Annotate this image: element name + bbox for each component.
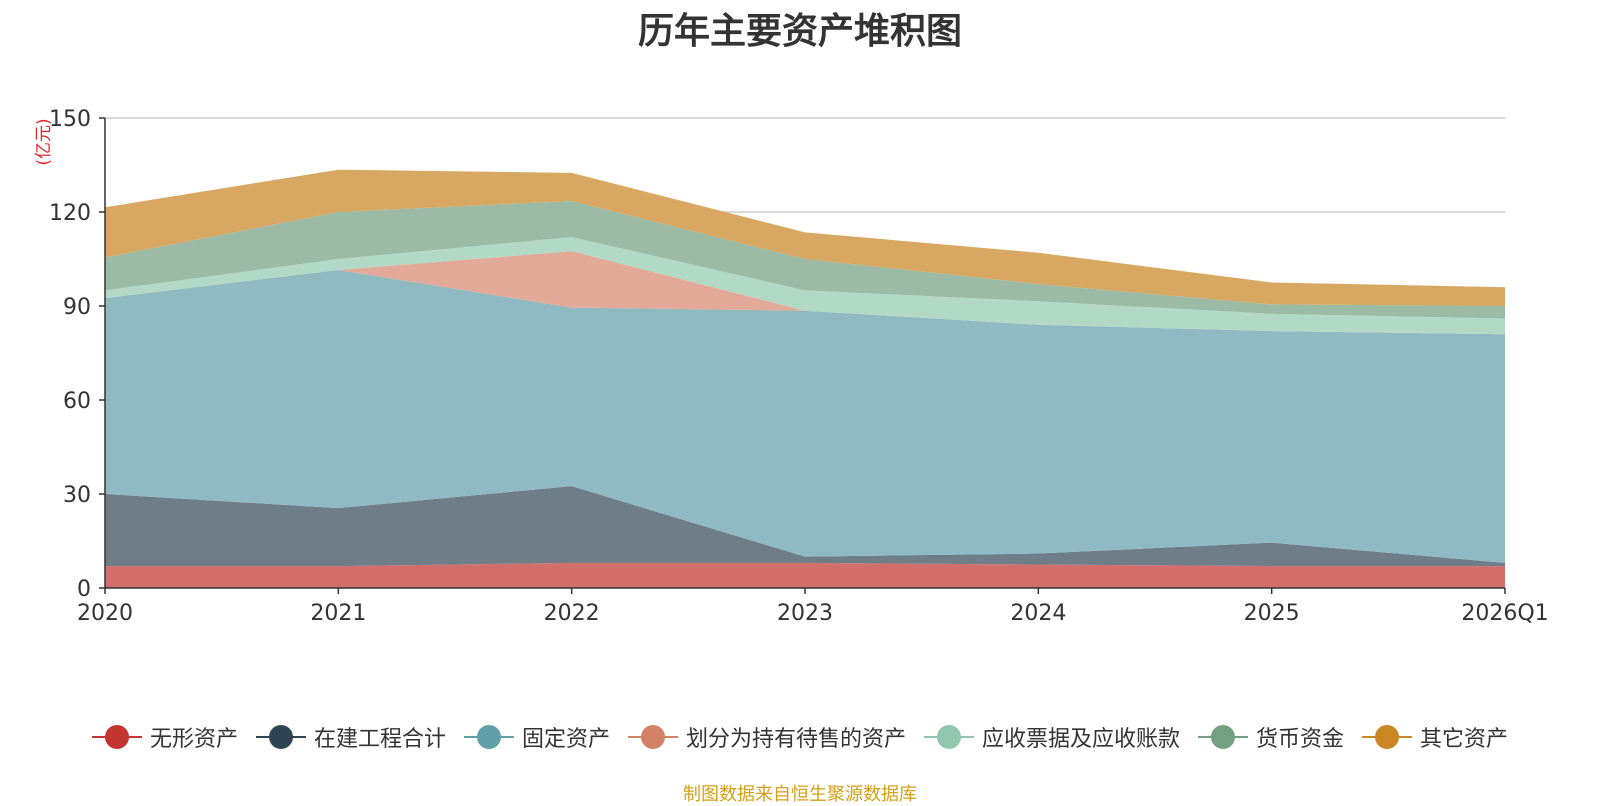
- legend-marker-icon: [1362, 725, 1413, 749]
- x-tick-label: 2025: [1244, 601, 1300, 626]
- source-note: 制图数据来自恒生聚源数据库: [683, 784, 917, 805]
- legend-marker-icon: [1198, 725, 1249, 749]
- y-tick-label: 60: [63, 389, 91, 414]
- legend-item-4[interactable]: 应收票据及应收账款: [924, 721, 1180, 753]
- legend-marker-icon: [924, 725, 974, 749]
- legend-marker-icon: [255, 725, 306, 749]
- area-series-2[interactable]: [105, 269, 1505, 563]
- legend-item-1[interactable]: 在建工程合计: [255, 721, 446, 753]
- legend-label: 固定资产: [521, 727, 610, 752]
- x-tick-label: 2024: [1010, 601, 1066, 626]
- chart-legend: 无形资产 在建工程合计 固定资产 划分为持有待售的资产 应收票据及应收账款 货币资金 其它资…: [0, 719, 1600, 755]
- y-axis-unit-label: (亿元): [34, 118, 54, 165]
- x-tick-label: 2022: [544, 601, 600, 626]
- legend-item-2[interactable]: 固定资产: [463, 721, 610, 753]
- legend-item-0[interactable]: 无形资产: [91, 721, 238, 753]
- area-series-0[interactable]: [105, 562, 1505, 588]
- x-tick-label: 2020: [77, 601, 133, 626]
- area-series-6[interactable]: [105, 169, 1505, 306]
- legend-label: 划分为持有待售的资产: [685, 727, 906, 752]
- area-series-4[interactable]: [105, 237, 1505, 335]
- legend-item-6[interactable]: 其它资产: [1362, 721, 1508, 753]
- y-tick-label: 30: [63, 483, 91, 508]
- legend-marker-icon: [627, 725, 678, 749]
- area-series-3[interactable]: [105, 251, 1505, 335]
- x-tick-label: 2021: [310, 601, 366, 626]
- legend-label: 无形资产: [149, 727, 238, 752]
- legend-label: 货币资金: [1256, 727, 1345, 752]
- legend-label: 其它资产: [1420, 727, 1509, 752]
- y-tick-label: 0: [77, 577, 91, 602]
- y-tick-label: 120: [49, 201, 91, 226]
- legend-marker-icon: [91, 725, 142, 749]
- area-series-1[interactable]: [105, 486, 1505, 567]
- legend-label: 在建工程合计: [313, 727, 446, 752]
- y-tick-label: 150: [49, 107, 91, 132]
- legend-item-5[interactable]: 货币资金: [1198, 721, 1344, 753]
- x-tick-label: 2023: [777, 601, 833, 626]
- y-tick-label: 90: [63, 295, 91, 320]
- area-series-5[interactable]: [105, 201, 1505, 319]
- legend-label: 应收票据及应收账款: [982, 727, 1181, 752]
- x-tick-label: 2026Q1: [1461, 601, 1548, 626]
- legend-item-3[interactable]: 划分为持有待售的资产: [627, 721, 906, 753]
- chart-title: 历年主要资产堆积图: [637, 11, 962, 52]
- legend-marker-icon: [463, 725, 514, 749]
